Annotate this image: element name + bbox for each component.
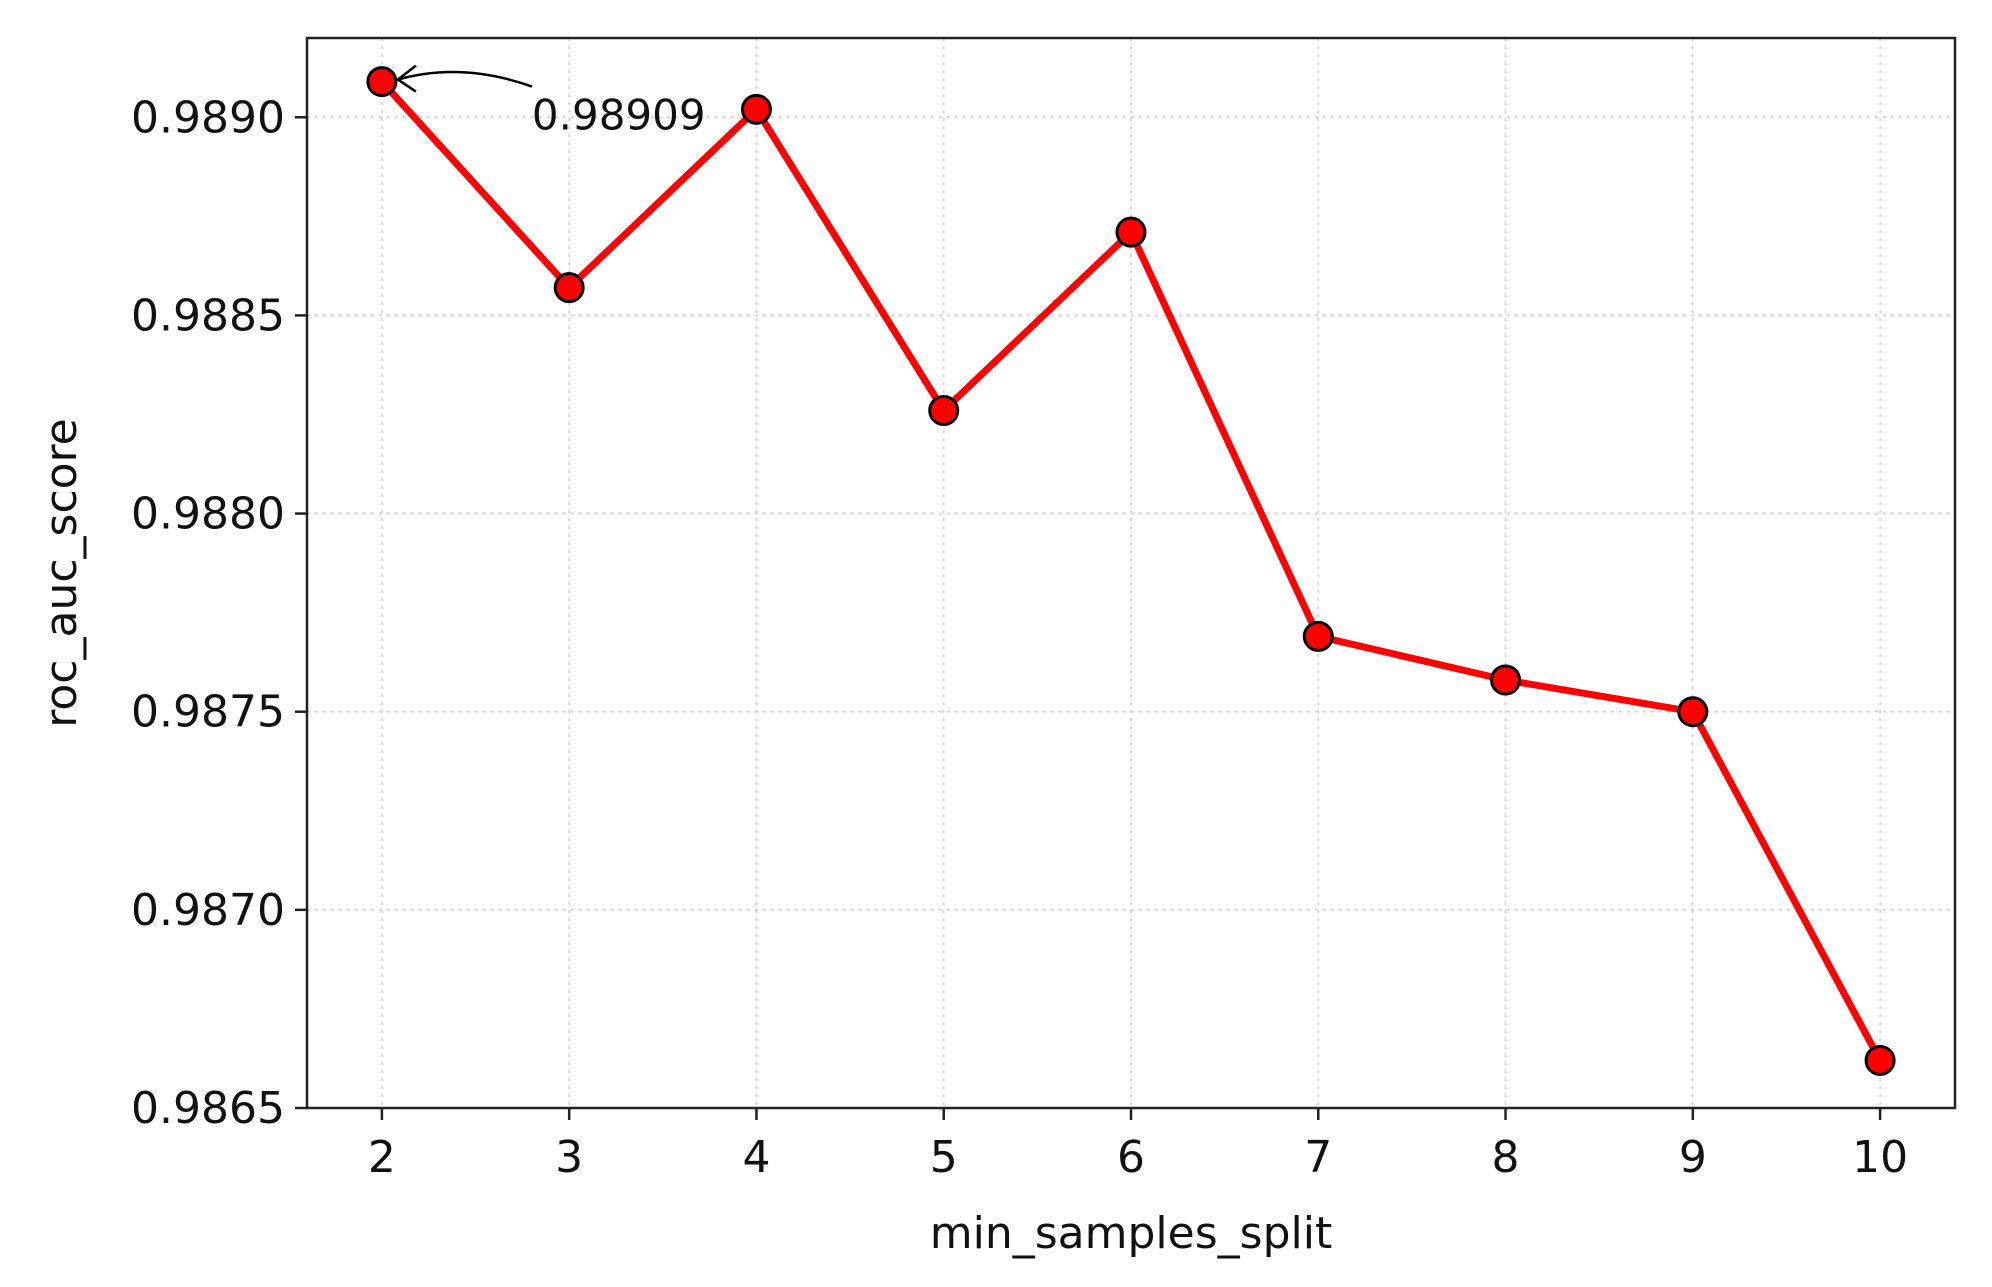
x-tick-label: 2 <box>368 1132 396 1183</box>
data-point <box>1864 1044 1896 1076</box>
y-axis-label: roc_auc_score <box>36 418 87 728</box>
data-point <box>553 272 585 304</box>
y-tick-label: 0.9875 <box>131 687 285 738</box>
x-tick-label: 4 <box>742 1132 770 1183</box>
y-tick-label: 0.9880 <box>131 489 285 540</box>
x-tick-label: 5 <box>930 1132 958 1183</box>
x-tick-label: 3 <box>555 1132 583 1183</box>
x-tick-label: 6 <box>1117 1132 1145 1183</box>
annotation-label: 0.98909 <box>532 91 706 140</box>
data-point <box>1677 696 1709 728</box>
x-axis-label: min_samples_split <box>930 1208 1332 1259</box>
y-tick-label: 0.9890 <box>131 92 285 143</box>
annotation-arrowhead <box>395 64 417 93</box>
data-point <box>366 66 398 98</box>
x-tick-label: 9 <box>1679 1132 1707 1183</box>
x-tick-label: 8 <box>1492 1132 1520 1183</box>
data-point <box>740 93 772 125</box>
y-tick-label: 0.9865 <box>131 1083 285 1134</box>
y-tick-label: 0.9870 <box>131 885 285 936</box>
x-tick-label: 7 <box>1304 1132 1332 1183</box>
y-axis-ticks: 0.9865 0.9870 0.9875 0.9880 0.9885 0.9890 <box>131 92 307 1134</box>
data-point <box>1302 620 1334 652</box>
data-point <box>1115 216 1147 248</box>
x-axis-ticks: 2 3 4 5 6 7 8 9 10 <box>368 1108 1908 1183</box>
plot-frame <box>305 36 1957 1110</box>
x-tick-label: 10 <box>1852 1132 1908 1183</box>
data-point <box>928 395 960 427</box>
y-tick-label: 0.9885 <box>131 290 285 341</box>
series <box>366 66 1896 1076</box>
annotation-arrow <box>397 70 533 88</box>
annotation: 0.98909 <box>395 64 706 140</box>
grid <box>307 38 1955 1109</box>
data-point <box>1490 664 1522 696</box>
